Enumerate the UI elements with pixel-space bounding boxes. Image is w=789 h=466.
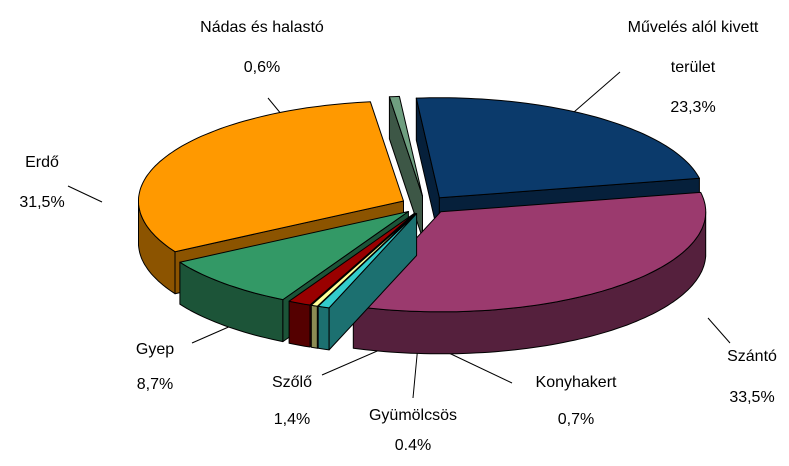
value-label: 1,4% [273,411,311,428]
category-label: Erdő [25,154,59,171]
slice [310,212,417,307]
category-label: Szőlő [271,374,313,391]
category-label: Művelés alól kivett terület [627,19,759,76]
slice-side [288,300,311,348]
leader-line [67,185,103,203]
slice-side [310,304,318,349]
category-label: Szántó [727,348,777,365]
pie [138,95,707,355]
slice [388,95,423,197]
slice [179,211,409,301]
value-label: 33,5% [729,389,775,406]
category-label: Konyhakert [535,374,617,391]
category-label: Gyep [135,341,175,358]
value-label: 0,7% [557,411,595,428]
slice [288,212,416,306]
value-label: 31,5% [19,194,65,211]
slice [415,97,700,199]
category-label: Gyümölcsös [368,407,458,424]
value-label: 23,3% [670,99,716,116]
slice [317,213,418,309]
category-label: Nádas és halastó [200,19,324,36]
leader-line [707,317,731,344]
slice [352,191,707,313]
slice-side [317,305,330,351]
value-label: 8,7% [136,376,174,393]
slice [138,101,404,253]
value-label: 0,6% [243,59,281,76]
value-label: 0.4% [394,437,432,454]
